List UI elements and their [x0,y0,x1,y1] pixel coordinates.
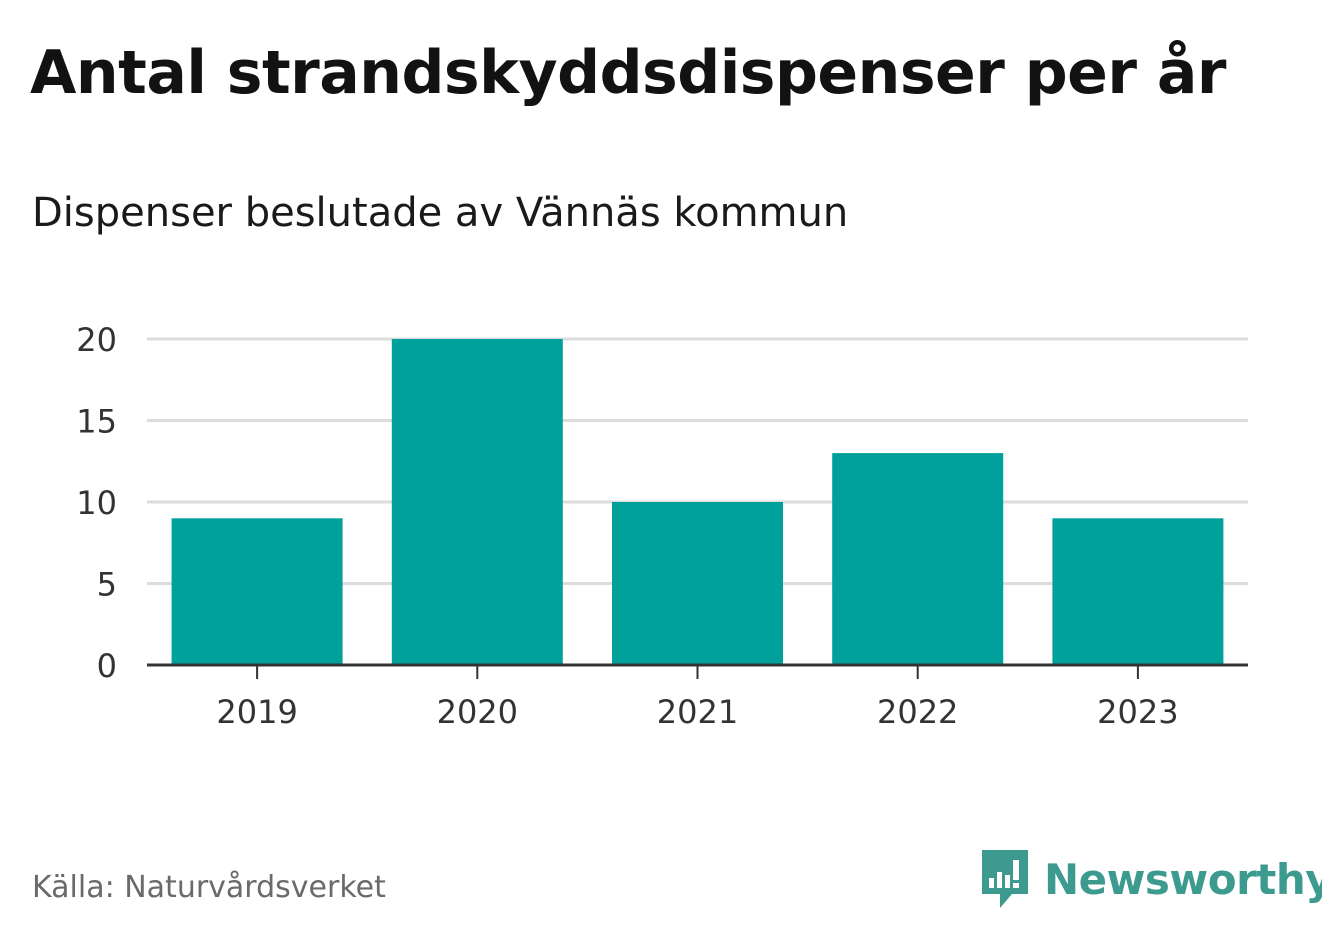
bar-chart: 0 5 10 15 20 2019 2020 2021 2022 2023 [76,321,1248,731]
y-tick-label: 10 [76,484,117,522]
x-tick-label: 2019 [216,693,297,731]
newsworthy-logo-icon [982,850,1028,908]
bar [391,339,563,665]
bar [171,518,343,665]
source-note: Källa: Naturvårdsverket [32,870,386,905]
chart-subtitle: Dispenser beslutade av Vännäs kommun [32,190,849,236]
bar [832,453,1004,665]
x-tick-label: 2023 [1097,693,1178,731]
y-tick-label: 0 [97,647,117,685]
y-tick-label: 15 [76,403,117,441]
brand-name: Newsworthy [1044,854,1322,904]
x-tick-label: 2022 [877,693,958,731]
chart-title: Antal strandskyddsdispenser per år [30,38,1226,108]
bar [612,502,783,665]
y-tick-label: 5 [97,566,117,604]
bar [1052,518,1224,665]
brand-logo: Newsworthy [980,848,1322,910]
x-tick-label: 2021 [657,693,738,731]
x-tick-label: 2020 [437,693,518,731]
y-tick-label: 20 [76,321,117,359]
